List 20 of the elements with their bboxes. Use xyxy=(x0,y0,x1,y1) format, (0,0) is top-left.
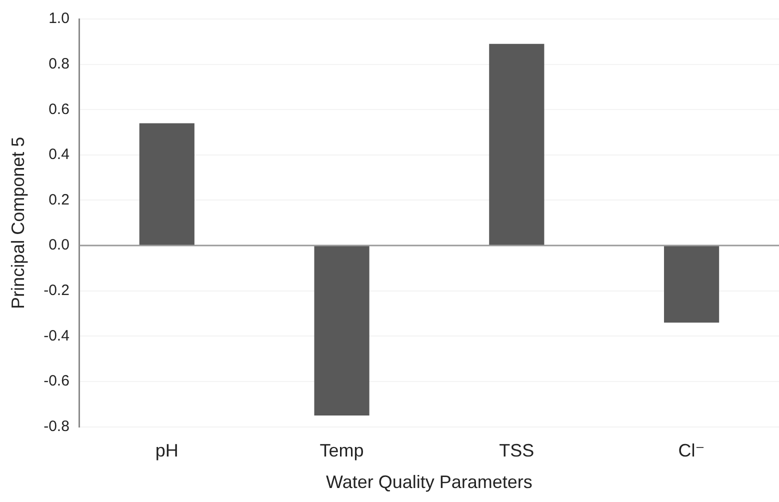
x-tick-label: Temp xyxy=(320,440,364,461)
y-tick-label: 0.4 xyxy=(48,146,70,164)
bar xyxy=(139,123,194,246)
x-tick-label: TSS xyxy=(499,440,534,461)
y-tick-label: 0.0 xyxy=(48,236,70,254)
y-tick-label: 0.8 xyxy=(48,55,70,72)
bar xyxy=(314,246,370,416)
y-axis-title: Principal Componet 5 xyxy=(8,136,28,309)
y-tick-label: 0.6 xyxy=(48,100,70,118)
y-tick-label: -0.2 xyxy=(44,282,70,300)
y-tick-label: 1.0 xyxy=(48,10,70,28)
bar xyxy=(664,246,720,323)
bar xyxy=(489,44,544,246)
y-tick-label: -0.8 xyxy=(44,418,70,435)
x-tick-label: Cl⁻ xyxy=(678,440,705,461)
x-axis-title: Water Quality Parameters xyxy=(326,472,532,492)
y-tick-label: -0.4 xyxy=(44,327,70,344)
x-tick-label: pH xyxy=(155,440,178,461)
y-tick-label: -0.6 xyxy=(44,372,70,390)
y-tick-label: 0.2 xyxy=(48,191,70,208)
